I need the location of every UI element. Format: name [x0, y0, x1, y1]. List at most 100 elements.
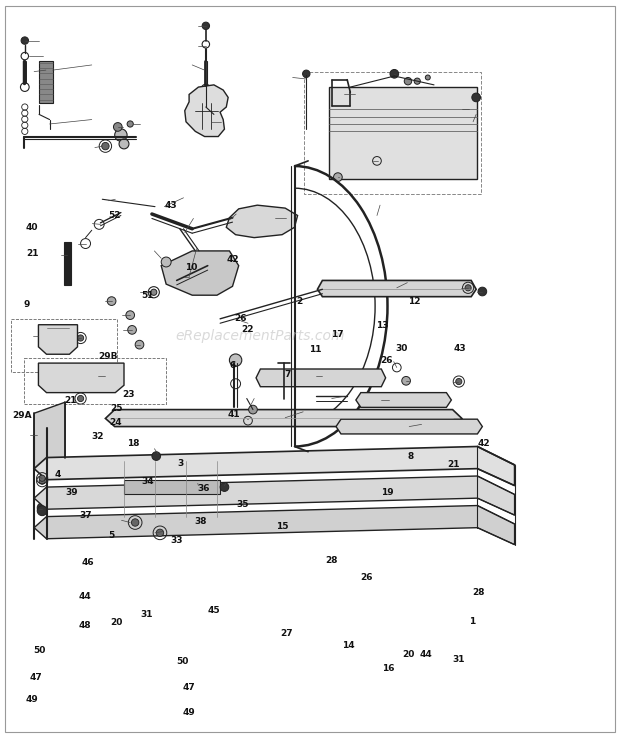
Text: 32: 32 [92, 432, 104, 441]
Text: 50: 50 [177, 658, 189, 666]
Circle shape [107, 297, 116, 306]
Text: 20: 20 [402, 650, 414, 659]
Text: 9: 9 [24, 300, 30, 309]
Polygon shape [38, 325, 78, 354]
Text: 42: 42 [478, 439, 490, 448]
Text: 38: 38 [194, 517, 206, 525]
Polygon shape [185, 85, 228, 137]
Polygon shape [34, 402, 65, 469]
Text: 50: 50 [33, 646, 45, 655]
Polygon shape [105, 410, 462, 427]
Text: 25: 25 [110, 404, 123, 413]
Text: 42: 42 [226, 255, 239, 264]
Text: 11: 11 [309, 345, 322, 354]
Circle shape [119, 139, 129, 149]
Circle shape [402, 376, 410, 385]
Circle shape [229, 354, 242, 366]
Text: 43: 43 [454, 344, 466, 353]
Circle shape [131, 519, 139, 526]
Text: 19: 19 [381, 489, 393, 497]
Bar [64, 242, 71, 285]
Bar [11, 319, 117, 372]
Text: 46: 46 [82, 558, 94, 567]
Text: 34: 34 [141, 477, 154, 486]
Text: 48: 48 [79, 621, 91, 630]
Text: 14: 14 [342, 641, 355, 649]
Polygon shape [336, 419, 482, 434]
Circle shape [220, 483, 229, 492]
Circle shape [249, 405, 257, 414]
Text: 12: 12 [409, 297, 421, 306]
Text: 5: 5 [108, 531, 115, 539]
Circle shape [128, 325, 136, 334]
Bar [24, 358, 166, 404]
Circle shape [21, 37, 29, 44]
Circle shape [334, 173, 342, 182]
Text: 43: 43 [164, 201, 177, 210]
Text: 47: 47 [29, 673, 42, 682]
Text: 22: 22 [241, 325, 254, 334]
Text: 10: 10 [185, 263, 197, 272]
Circle shape [414, 78, 420, 84]
Text: 47: 47 [182, 683, 195, 692]
Text: 44: 44 [78, 592, 91, 601]
Polygon shape [226, 205, 298, 238]
Text: 30: 30 [396, 344, 408, 353]
Circle shape [390, 69, 399, 78]
Text: 28: 28 [472, 588, 485, 597]
Text: 40: 40 [26, 223, 38, 232]
Circle shape [78, 335, 84, 341]
Text: 7: 7 [284, 370, 290, 379]
Circle shape [152, 452, 161, 461]
Text: 26: 26 [234, 314, 247, 323]
Text: 41: 41 [228, 410, 241, 419]
Text: 39: 39 [65, 488, 78, 497]
Bar [329, 87, 477, 179]
Text: 29B: 29B [98, 352, 117, 361]
Text: 20: 20 [110, 618, 123, 627]
Text: 45: 45 [208, 606, 220, 615]
Text: 15: 15 [276, 522, 288, 531]
Circle shape [135, 340, 144, 349]
Circle shape [202, 22, 210, 30]
Polygon shape [356, 393, 451, 407]
Circle shape [151, 289, 157, 295]
Text: 2: 2 [296, 297, 303, 306]
Text: 44: 44 [419, 650, 432, 659]
Circle shape [478, 287, 487, 296]
Polygon shape [161, 251, 239, 295]
Text: 16: 16 [382, 664, 394, 673]
Bar [39, 61, 53, 103]
Circle shape [303, 70, 310, 77]
Circle shape [465, 285, 471, 291]
Text: 24: 24 [109, 418, 122, 427]
Text: 51: 51 [141, 292, 154, 300]
Text: 26: 26 [381, 356, 393, 365]
Circle shape [425, 75, 430, 80]
Text: 21: 21 [64, 396, 77, 405]
Text: 26: 26 [360, 573, 373, 582]
Circle shape [161, 257, 171, 267]
Text: 17: 17 [331, 330, 343, 339]
Polygon shape [38, 363, 124, 393]
Text: 6: 6 [230, 361, 236, 370]
Circle shape [126, 311, 135, 320]
Text: 33: 33 [170, 536, 183, 545]
Text: 37: 37 [79, 511, 92, 520]
Text: 52: 52 [108, 211, 121, 220]
Circle shape [37, 506, 47, 516]
Text: 36: 36 [197, 484, 210, 493]
Circle shape [280, 371, 288, 379]
Text: 31: 31 [140, 610, 153, 619]
Circle shape [37, 503, 47, 513]
Text: 1: 1 [469, 617, 476, 626]
Text: 4: 4 [55, 470, 61, 479]
Text: 3: 3 [177, 459, 184, 468]
Circle shape [115, 129, 127, 141]
Text: 18: 18 [127, 439, 140, 448]
Text: 35: 35 [237, 500, 249, 508]
Text: eReplacementParts.com: eReplacementParts.com [175, 329, 345, 342]
Circle shape [102, 142, 109, 150]
Circle shape [39, 478, 45, 484]
Circle shape [156, 529, 164, 537]
